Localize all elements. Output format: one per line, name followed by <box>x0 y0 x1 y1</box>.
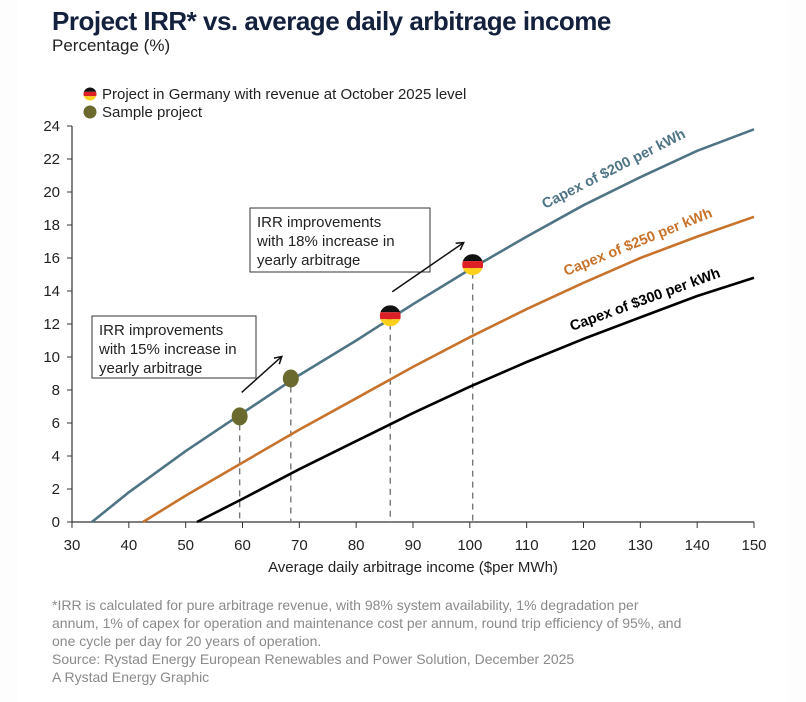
points-group <box>231 254 484 426</box>
source-note: Source: Rystad Energy European Renewable… <box>52 651 575 667</box>
flag-stripe-black <box>379 305 401 313</box>
footnote-line: one cycle per day for 20 years of operat… <box>52 633 322 649</box>
y-tick-label: 20 <box>43 184 60 201</box>
sample-project-dot <box>231 407 248 426</box>
flag-stripe-black <box>462 254 484 262</box>
sample-project-dot <box>282 369 299 388</box>
series-line-3 <box>196 276 755 524</box>
y-tick-label: 14 <box>43 283 60 300</box>
series-label-3: Capex of $300 per kWh <box>568 265 723 334</box>
flag-stripe-red <box>462 261 484 269</box>
y-tick-label: 0 <box>52 514 60 531</box>
annotation-text: IRR improvements <box>99 322 223 339</box>
germany-flag-icon <box>462 254 484 276</box>
flag-stripe-gold <box>83 96 97 101</box>
legend: Project in Germany with revenue at Octob… <box>83 86 466 121</box>
x-tick-label: 80 <box>348 537 365 554</box>
annotation-text: yearly arbitrage <box>257 252 360 269</box>
x-tick-label: 130 <box>628 537 653 554</box>
y-tick-label: 12 <box>43 316 60 333</box>
footnote-line: *IRR is calculated for pure arbitrage re… <box>52 597 639 613</box>
legend-item: Project in Germany with revenue at Octob… <box>83 86 466 103</box>
y-tick-label: 10 <box>43 349 60 366</box>
annotation-text: IRR improvements <box>257 214 381 231</box>
flag-stripe-red <box>379 312 401 320</box>
series-group <box>91 128 755 524</box>
series-line-1 <box>91 128 755 524</box>
x-tick-label: 140 <box>685 537 710 554</box>
series-label-2: Capex of $250 per kWh <box>562 205 715 279</box>
x-tick-label: 30 <box>64 537 81 554</box>
y-tick-label: 6 <box>52 415 60 432</box>
flag-stripe-red <box>83 91 97 97</box>
flag-stripe-gold <box>462 268 484 276</box>
x-tick-label: 120 <box>571 537 596 554</box>
series-line-2 <box>142 215 755 524</box>
y-tick-label: 16 <box>43 250 60 267</box>
y-tick-label: 18 <box>43 217 60 234</box>
x-tick-label: 110 <box>515 537 539 554</box>
y-tick-label: 2 <box>52 481 60 498</box>
series-label-1: Capex of $200 per kWh <box>540 126 689 212</box>
annotation-box <box>91 315 257 379</box>
x-axis-label: Average daily arbitrage income ($per MWh… <box>268 559 558 576</box>
legend-label: Project in Germany with revenue at Octob… <box>102 86 466 103</box>
footnote: *IRR is calculated for pure arbitrage re… <box>52 596 772 686</box>
annotations: IRR improvements with 15% increase in year… <box>91 207 465 393</box>
credit-note: A Rystad Energy Graphic <box>52 669 210 685</box>
annotation-text: with 18% increase in <box>256 233 395 250</box>
germany-flag-icon <box>83 87 97 101</box>
x-tick-label: 90 <box>405 537 422 554</box>
annotation-2: IRR improvements with 18% increase in year… <box>249 207 465 293</box>
y-tick-label: 4 <box>52 448 60 465</box>
chart-subtitle: Percentage (%) <box>52 36 171 55</box>
footnote-line: annum, 1% of capex for operation and mai… <box>52 615 682 631</box>
annotation-text: with 15% increase in <box>98 341 237 358</box>
chart-title: Project IRR* vs. average daily arbitrage… <box>52 6 611 36</box>
legend-item: Sample project <box>83 104 203 121</box>
annotation-text: yearly arbitrage <box>99 360 202 377</box>
x-tick-label: 40 <box>120 537 137 554</box>
x-tick-label: 100 <box>457 537 482 554</box>
olive-dot-icon <box>83 105 97 119</box>
annotation-box <box>249 207 431 273</box>
y-tick-label: 24 <box>43 118 60 135</box>
annotation-1: IRR improvements with 15% increase in year… <box>91 315 283 393</box>
x-tick-label: 150 <box>741 537 766 554</box>
flag-stripe-black <box>83 87 97 92</box>
arrow <box>391 241 465 293</box>
x-tick-label: 50 <box>177 537 194 554</box>
germany-flag-icon <box>379 305 401 327</box>
x-tick-label: 60 <box>234 537 251 554</box>
arrow <box>241 355 283 393</box>
flag-stripe-gold <box>379 319 401 327</box>
y-tick-label: 22 <box>43 151 60 168</box>
y-tick-label: 8 <box>52 382 60 399</box>
x-tick-label: 70 <box>291 537 308 554</box>
legend-label: Sample project <box>102 104 203 121</box>
